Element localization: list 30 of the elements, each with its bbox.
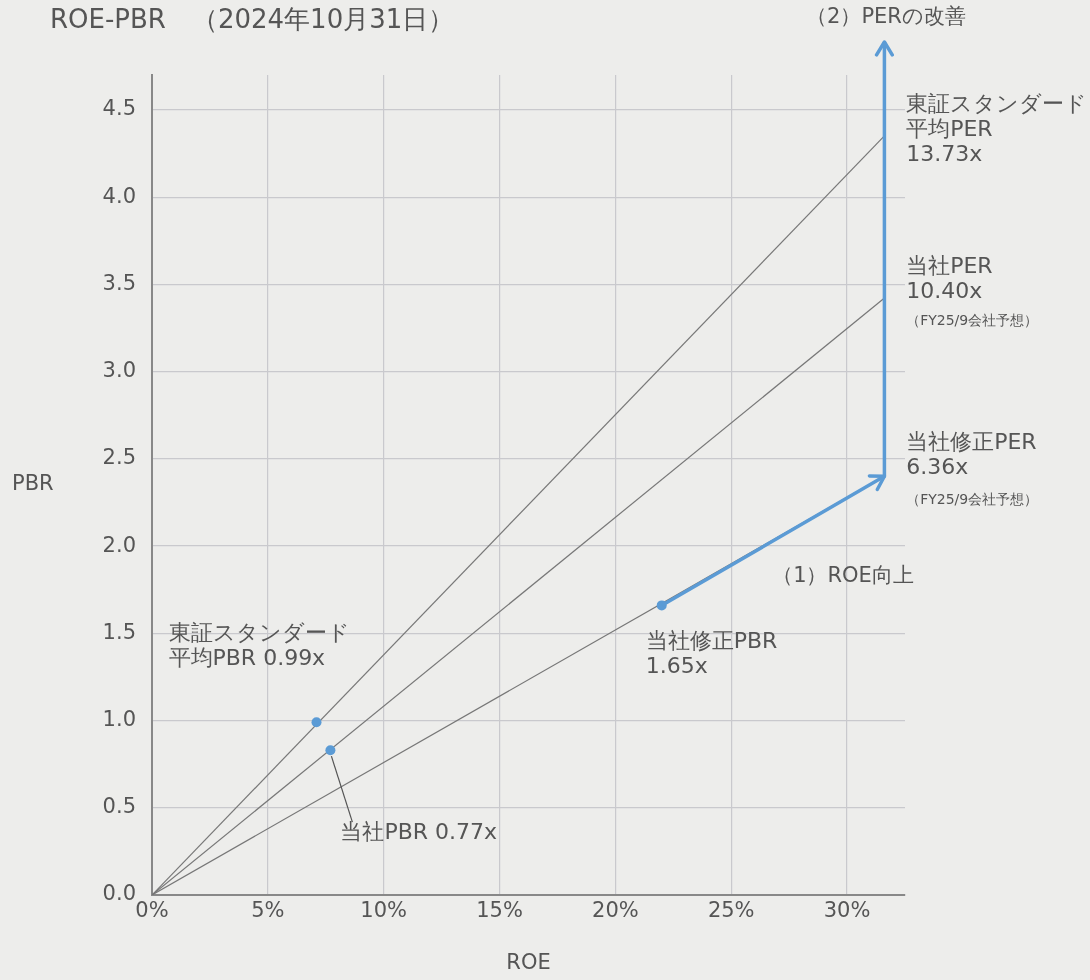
y-tick-label: 1.5 [102,619,136,644]
text: （2）PERの改善 [806,3,966,28]
annotation: 当社PBR 0.77x [340,818,498,844]
x-axis-title: ROE [506,949,551,974]
chart-title: ROE-PBR （2024年10月31日） [50,3,455,34]
y-tick-label: 3.0 [102,358,136,383]
x-tick-label: 20% [592,898,639,923]
annotation: 当社PER 10.40x [906,253,993,304]
annotation: 当社修正PBR 1.65x [645,628,778,679]
y-tick-label: 4.0 [102,183,136,208]
annotation: 当社修正PER 6.36x [906,429,1037,480]
y-tick-label: 0.5 [102,794,136,819]
annotation: （1）ROE向上 [772,562,914,587]
y-tick-label: 2.0 [102,532,136,557]
y-axis-title: PBR [12,471,54,496]
y-tick-label: 2.5 [102,445,136,470]
x-tick-label: 30% [823,898,871,923]
y-tick-label: 0.0 [102,881,136,906]
annotation: 東証スタンダード平均PER 13.73x [906,90,1088,167]
y-tick-label: 1.0 [102,706,136,731]
annotation: （FY25/9会社予想） [906,311,1039,328]
annotation: 東証スタンダード平均PBR 0.99x [168,620,350,671]
y-tick-label: 3.5 [102,270,136,295]
x-tick-label: 10% [360,898,408,923]
annotation: （FY25/9会社予想） [906,490,1039,507]
x-tick-label: 0% [135,898,169,923]
y-tick-label: 4.5 [102,96,136,121]
x-tick-label: 5% [251,898,285,923]
x-tick-label: 25% [707,898,755,923]
x-tick-label: 15% [476,898,523,923]
